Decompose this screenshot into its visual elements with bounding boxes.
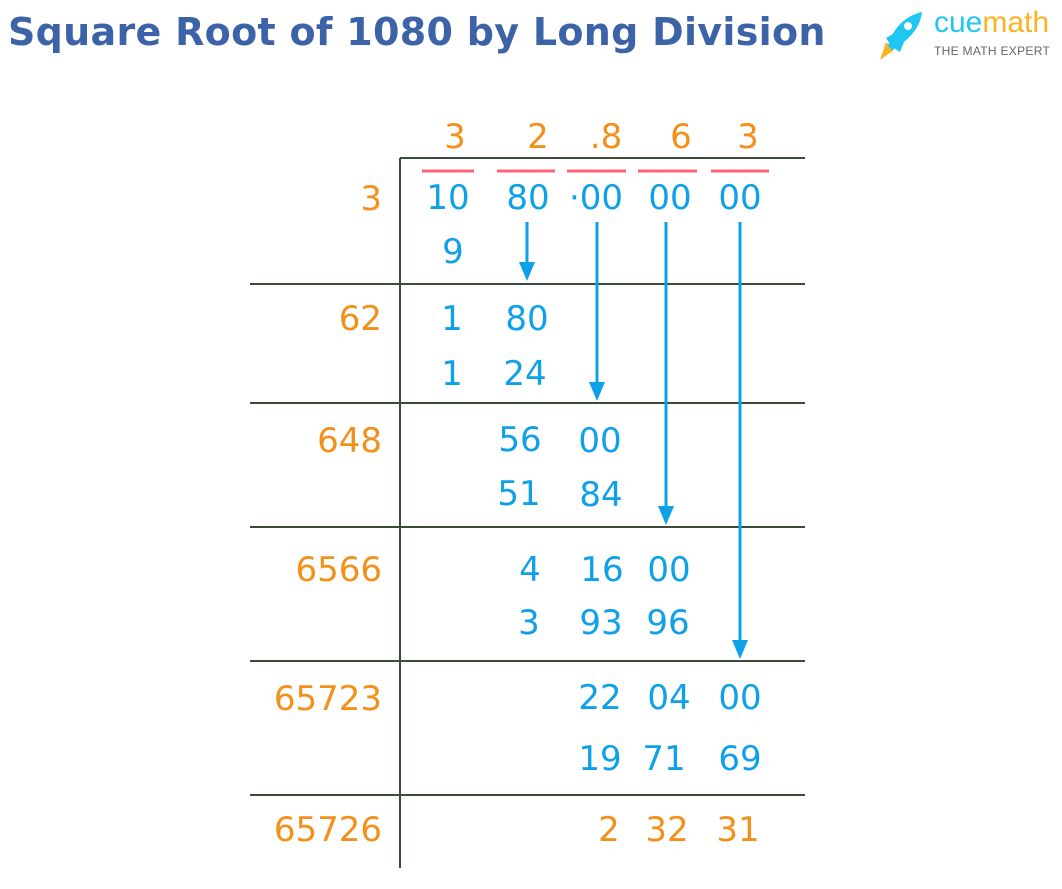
quotient-digit: 2 (527, 117, 549, 157)
remainder-value: 00 (578, 421, 622, 461)
final-remainder: 2 (598, 810, 620, 850)
remainder-value: 00 (718, 678, 762, 718)
divisor: 62 (338, 299, 382, 339)
divisor: 65723 (273, 679, 382, 719)
remainder-value: 1 (441, 299, 463, 339)
page-title: Square Root of 1080 by Long Division (8, 10, 826, 54)
subtract-value: 9 (442, 232, 464, 272)
dividend-pair: 10 (426, 178, 470, 218)
remainder-value: 16 (580, 550, 624, 590)
divisor: 6566 (295, 550, 382, 590)
quotient-digit: 3 (444, 117, 466, 157)
rocket-icon (880, 12, 922, 60)
dividend-pair: 00 (718, 178, 762, 218)
subtract-value: 84 (579, 475, 623, 515)
arrow-down-icon (589, 222, 605, 401)
remainder-value: 80 (505, 299, 549, 339)
subtract-value: 24 (503, 354, 547, 394)
subtract-value: 51 (497, 474, 541, 514)
final-remainder: 32 (645, 810, 689, 850)
subtract-value: 3 (518, 603, 540, 643)
subtract-value: 69 (718, 739, 762, 779)
remainder-value: 04 (647, 678, 691, 718)
remainder-value: 56 (498, 420, 542, 460)
dividend-pair: 00 (648, 178, 692, 218)
divisor: 3 (360, 179, 382, 219)
subtract-value: 71 (642, 739, 686, 779)
final-remainder: 31 (716, 810, 760, 850)
cuemath-logo: cuemath THE MATH EXPERT (872, 6, 1052, 64)
logo-math: math (982, 6, 1050, 39)
arrow-down-icon (658, 222, 674, 525)
quotient-digit: 6 (670, 117, 692, 157)
logo-tagline: THE MATH EXPERT (934, 44, 1051, 58)
subtract-value: 1 (441, 354, 463, 394)
divisor: 648 (317, 421, 382, 461)
quotient-digit: 3 (737, 117, 759, 157)
divisor: 65726 (273, 810, 382, 850)
logo-cue: cue (934, 6, 983, 39)
arrow-down-icon (732, 222, 748, 659)
arrow-down-icon (519, 222, 535, 281)
remainder-value: 22 (578, 678, 622, 718)
quotient-digit: .8 (589, 117, 623, 157)
remainder-value: 00 (647, 550, 691, 590)
subtract-value: 96 (646, 603, 690, 643)
dividend-pair: 80 (506, 178, 550, 218)
logo-wordmark: cuemath (934, 6, 1049, 40)
remainder-value: 4 (519, 550, 541, 590)
dividend-pair: ·00 (568, 178, 624, 218)
subtract-value: 19 (578, 739, 622, 779)
subtract-value: 93 (579, 603, 623, 643)
